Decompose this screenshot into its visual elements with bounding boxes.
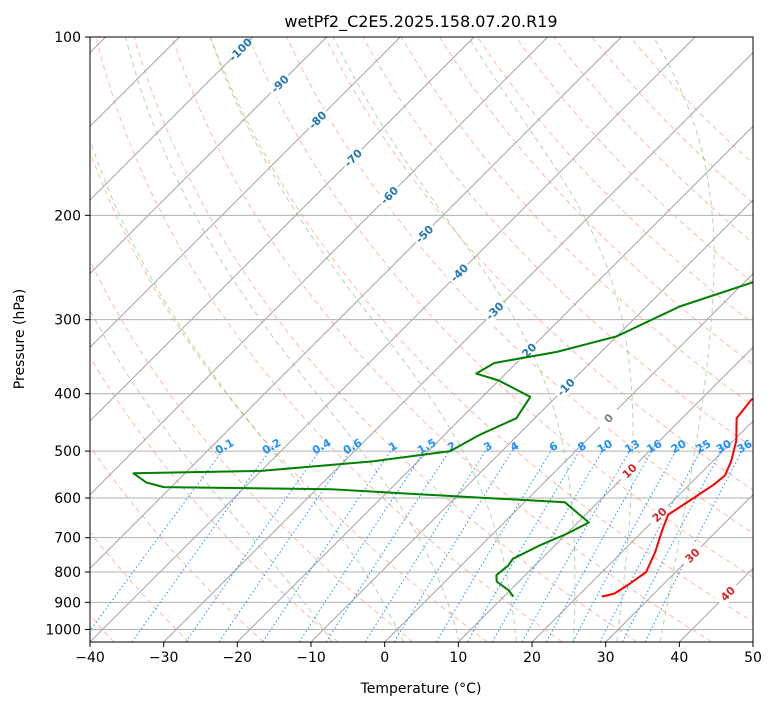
mixing-ratio-line — [435, 445, 555, 642]
dewpoint-profile-line — [132, 280, 753, 598]
y-axis-label: Pressure (hPa) — [12, 289, 28, 389]
isotherm-line — [90, 37, 401, 348]
isotherm-line — [163, 52, 753, 642]
chart-title: wetPf2_C2E5.2025.158.07.20.R19 — [284, 12, 557, 32]
mixing-ratio-line — [467, 445, 584, 642]
temperature-profile-line — [601, 397, 753, 598]
x-tick-label: −40 — [75, 650, 105, 666]
y-axis: 100 200 300 400 500 600 700 800 900 1000 — [45, 30, 90, 638]
isotherms — [90, 37, 753, 642]
y-tick-label: 400 — [54, 387, 81, 403]
y-tick-label: 100 — [54, 30, 81, 46]
y-tick-label: 300 — [54, 313, 81, 329]
y-tick-label: 900 — [54, 595, 81, 611]
sounding-profiles — [132, 280, 753, 598]
isotherm-line — [310, 199, 753, 642]
x-tick-label: 0 — [380, 650, 389, 666]
y-tick-label: 800 — [54, 565, 81, 581]
mixing-ratio-line — [185, 445, 324, 642]
mixing-ratio-line — [218, 445, 355, 642]
mixing-ratio-line — [298, 445, 429, 642]
isotherm-line — [531, 420, 753, 642]
isotherm-line — [90, 37, 696, 642]
isotherm-line — [90, 37, 327, 275]
x-axis: −40 −30 −20 −10 0 10 20 30 40 50 — [75, 642, 762, 666]
isotherm-label-backdrop — [339, 144, 367, 172]
isotherm-line — [90, 37, 548, 496]
moist-adiabat-line — [90, 138, 404, 642]
dry-adiabat-line — [210, 37, 753, 623]
plot-frame — [89, 36, 754, 643]
isotherm-line — [458, 346, 753, 642]
mixing-ratio-line — [521, 445, 633, 642]
mixing-ratio-line — [131, 445, 274, 642]
dry-adiabat-line — [438, 37, 753, 365]
isotherm-label-backdrop — [552, 373, 580, 401]
isotherm-label-backdrop — [375, 181, 403, 209]
dry-adiabat-line — [90, 531, 190, 642]
x-tick-label: −20 — [223, 650, 253, 666]
isotherm-label-backdrop — [266, 70, 294, 98]
dry-adiabat-line — [90, 356, 339, 642]
y-tick-label: 1000 — [45, 622, 81, 638]
isotherm-label-backdrop — [615, 457, 643, 485]
mixing-ratio-line — [393, 445, 516, 642]
isotherm-line — [384, 273, 753, 642]
mixing-ratio-line — [325, 445, 454, 642]
isotherm-line — [605, 494, 753, 642]
mixing-ratio-lines — [90, 445, 746, 642]
isotherm-label-backdrop — [678, 541, 706, 569]
dry-adiabat-line — [324, 37, 753, 491]
dry-adiabat-line — [95, 37, 563, 642]
isotherm-line — [90, 37, 254, 201]
mixing-ratio-line — [364, 445, 490, 642]
y-tick-label: 600 — [54, 491, 81, 507]
moist-adiabat-line — [125, 37, 461, 642]
dry-adiabat-line — [248, 37, 753, 578]
isotherm-label-backdrop — [226, 37, 254, 63]
mixing-ratio-line — [262, 445, 395, 642]
isotherm-line — [237, 125, 753, 642]
x-tick-label: 30 — [597, 650, 615, 666]
x-tick-label: 40 — [670, 650, 688, 666]
moist-adiabat-line — [209, 37, 517, 642]
mixing-ratio-line — [621, 445, 725, 642]
mixing-ratio-label: 36 — [735, 437, 755, 456]
isotherm-label-backdrop — [595, 404, 622, 432]
moist-adiabat-line — [332, 37, 576, 642]
isotherm-label-backdrop — [714, 580, 742, 608]
isotherm-label-backdrop — [481, 297, 509, 325]
x-tick-label: 10 — [449, 650, 467, 666]
isotherm-line — [90, 37, 622, 569]
x-axis-label: Temperature (°C) — [360, 681, 482, 697]
x-tick-label: −10 — [296, 650, 326, 666]
moist-adiabat-line — [653, 37, 715, 642]
dry-adiabat-line — [286, 37, 753, 534]
mixing-ratio-line — [545, 445, 656, 642]
y-tick-label: 500 — [54, 444, 81, 460]
isotherm-label-backdrop — [304, 106, 331, 134]
x-tick-label: 20 — [523, 650, 541, 666]
x-tick-label: 50 — [744, 650, 762, 666]
isotherm-label-backdrop — [445, 259, 473, 287]
y-tick-label: 700 — [54, 531, 81, 547]
isotherm-label-backdrop — [645, 501, 673, 529]
isotherm-label-backdrop — [410, 220, 438, 248]
dry-adiabat-line — [400, 37, 753, 407]
dry-adiabat-line — [133, 37, 638, 642]
x-tick-label: −30 — [149, 650, 179, 666]
plot-area: -100-90-80-70-60-50-40-30-20-10010203040… — [90, 37, 755, 642]
y-tick-label: 200 — [54, 208, 81, 224]
isotherm-line — [90, 37, 475, 422]
dry-adiabat-line — [90, 259, 414, 642]
